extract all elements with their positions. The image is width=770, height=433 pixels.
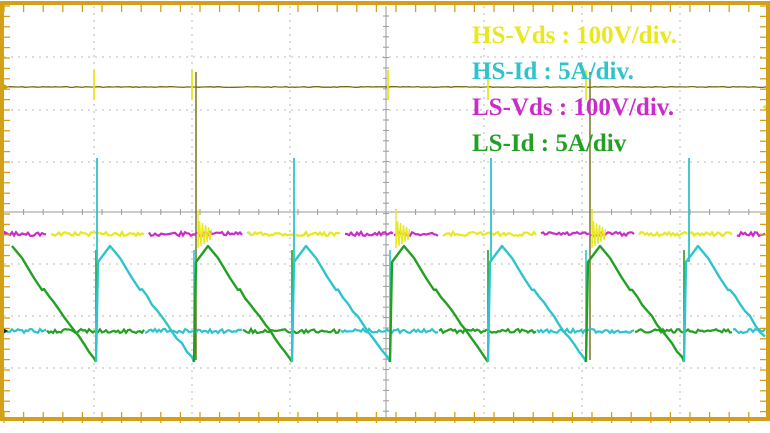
ls-vds-trace	[687, 230, 733, 238]
ls-vds-trace	[246, 230, 296, 237]
baseline-trace	[4, 327, 47, 335]
ls-id-trace	[192, 244, 294, 363]
ls-vds-ringing	[591, 210, 607, 249]
legend-hs-id: HS-Id : 5A/div.	[472, 58, 634, 85]
hs-id-trace	[94, 244, 196, 363]
baseline-trace	[242, 326, 292, 335]
ls-vds-trace	[540, 230, 590, 237]
hs-id-trace	[682, 244, 766, 363]
legend-ls-vds: LS-Vds : 100V/div.	[472, 94, 675, 121]
baseline-trace	[144, 327, 194, 335]
ls-id-trace	[11, 245, 98, 363]
ls-vds-trace	[442, 229, 492, 238]
legend-ls-id: LS-Id : 5A/div	[472, 130, 627, 157]
baseline-trace	[438, 327, 488, 335]
ls-vds-trace	[295, 229, 341, 238]
scope-grid	[4, 6, 766, 418]
baseline-trace	[634, 327, 684, 334]
ls-vds-trace	[3, 230, 47, 238]
ls-vds-trace	[491, 230, 537, 238]
channel-legend: HS-Vds : 100V/div. HS-Id : 5A/div. LS-Vd…	[472, 18, 677, 162]
ls-id-trace	[388, 244, 489, 363]
ls-vds-ringing	[197, 210, 213, 249]
baseline-trace	[46, 327, 96, 335]
scope-frame	[0, 1, 770, 423]
ls-vds-trace	[99, 229, 145, 238]
ls-vds-ringing	[395, 210, 411, 249]
baseline-trace	[193, 327, 243, 335]
ls-vds-trace	[50, 230, 100, 238]
ls-vds-trace	[148, 229, 198, 238]
hs-id-trace	[486, 244, 588, 363]
hs-vds-trace	[4, 85, 767, 89]
baseline-trace	[291, 327, 341, 335]
baseline-trace	[340, 327, 390, 334]
hs-id-trace	[290, 244, 392, 363]
baseline-trace	[585, 328, 635, 335]
baseline-trace	[389, 327, 439, 335]
ls-id-trace	[584, 244, 686, 363]
frame-border	[0, 1, 770, 421]
baseline-trace	[95, 327, 145, 335]
ls-vds-trace	[638, 230, 688, 238]
ls-vds-trace	[344, 229, 394, 238]
baseline-trace	[487, 327, 537, 335]
baseline-trace	[683, 327, 733, 335]
legend-hs-vds: HS-Vds : 100V/div.	[472, 22, 677, 49]
